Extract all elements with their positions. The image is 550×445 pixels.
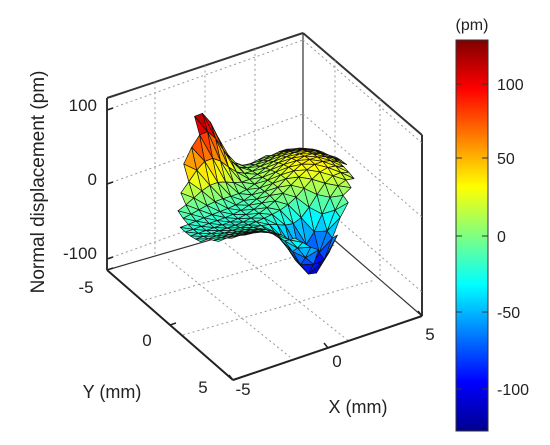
z-tick-label: 0	[88, 170, 97, 189]
surface-facet	[195, 238, 209, 242]
surface-facet	[289, 237, 304, 243]
y-tick-label: 5	[198, 378, 207, 397]
surface-facet	[334, 202, 349, 218]
surface-facet	[297, 242, 312, 249]
grid-line	[167, 258, 291, 358]
z-tick-mark	[106, 107, 114, 111]
y-tick-mark	[232, 377, 240, 381]
colorbar-ticks	[456, 83, 488, 390]
x-tick-label: -5	[235, 380, 250, 399]
surface-facet	[260, 231, 275, 234]
y-tick-mark	[169, 322, 177, 326]
x-tick-label: 5	[425, 325, 434, 344]
y-axis-label: Y (mm)	[83, 382, 142, 402]
surface-mesh	[177, 112, 355, 275]
z-tick-label: -100	[63, 244, 97, 263]
colorbar-tick-label: 50	[497, 151, 515, 168]
colorbar-tick-label: -100	[497, 382, 529, 399]
x-tick-label: 0	[332, 352, 341, 371]
surface-facet	[226, 235, 241, 239]
y-tick-mark	[106, 267, 114, 271]
surface-facet	[305, 246, 319, 258]
x-axis-label: X (mm)	[329, 397, 388, 417]
surface-facet	[326, 217, 341, 239]
axes-box-front	[106, 107, 423, 381]
grid-line	[302, 113, 423, 218]
surface-facet	[239, 232, 254, 236]
z-tick-label: 100	[69, 96, 97, 115]
colorbar-unit-label: (pm)	[456, 17, 489, 34]
surface-facet	[276, 234, 291, 241]
z-tick-mark	[106, 181, 114, 185]
x-tick-mark	[323, 342, 329, 349]
x-tick-mark	[228, 374, 234, 381]
y-tick-label: 0	[142, 331, 151, 350]
surface-facet	[308, 262, 322, 275]
surface-facet	[316, 251, 330, 274]
grid-line	[182, 279, 376, 336]
y-tick-label: -5	[78, 278, 93, 297]
surface-facet	[247, 231, 262, 234]
grid-line	[224, 242, 351, 343]
colorbar-tick-label: -50	[497, 305, 520, 322]
x-tick-mark	[417, 310, 423, 317]
axes-box-edge	[302, 32, 423, 136]
colorbar-tick-label: 100	[497, 77, 524, 94]
colorbar-tick-label: 0	[497, 229, 506, 246]
grid-line	[302, 39, 423, 144]
surface-facet	[333, 157, 347, 165]
z-axis-label: Normal displacement (pm)	[28, 71, 49, 294]
z-tick-mark	[106, 256, 114, 260]
grid-line	[106, 39, 304, 111]
surface-facet	[340, 172, 355, 181]
surface-facet	[213, 237, 228, 242]
surface-facet	[337, 185, 352, 196]
